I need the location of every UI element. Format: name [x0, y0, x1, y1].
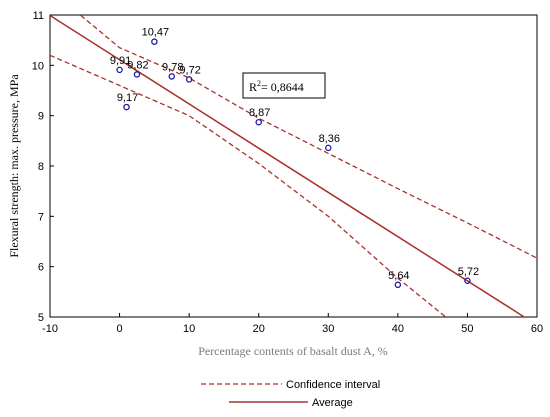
data-point [168, 73, 175, 80]
data-point [325, 144, 332, 152]
data-point [151, 38, 158, 45]
y-tick-label: 10 [32, 60, 44, 72]
data-point-labels: 9,91 9,17 9,82 10,47 9,789,72 8,87 8,36 5,64 5,7… [110, 27, 479, 282]
data-point-label: 5,64 [388, 270, 409, 282]
y-axis-ticks: 5 6 7 8 9 10 11 [32, 10, 54, 324]
y-tick-label: 6 [38, 262, 44, 274]
data-points [116, 38, 471, 289]
y-tick-label: 7 [38, 211, 44, 223]
data-point-label: 9,78 [162, 61, 183, 73]
data-point-label: 10,47 [142, 27, 170, 39]
plot-area [49, 14, 538, 318]
legend-confidence-interval: Confidence interval [286, 379, 380, 391]
y-tick-label: 8 [38, 161, 44, 173]
x-axis-label: Percentage contents of basalt dust A, % [198, 344, 388, 358]
x-tick-label: 10 [183, 323, 195, 335]
x-tick-label: 60 [531, 323, 543, 335]
data-point-label: 8,36 [319, 133, 340, 145]
data-point-label: 9,82 [127, 59, 148, 71]
data-point [123, 103, 130, 111]
data-point [133, 71, 141, 78]
confidence-interval-lower [50, 54, 447, 317]
y-tick-label: 9 [38, 111, 44, 123]
x-tick-label: 0 [117, 323, 123, 335]
y-axis-label: Flexural strength: max. pressure, MPa [7, 74, 21, 258]
data-point [464, 277, 471, 285]
y-tick-label: 11 [33, 10, 44, 22]
data-point-label: 9,91 [110, 55, 131, 67]
data-point-label: 9,17 [117, 92, 138, 104]
regression-line [50, 15, 526, 317]
x-tick-label: 30 [322, 323, 334, 335]
data-point [185, 76, 193, 83]
x-tick-label: 40 [392, 323, 404, 335]
svg-text:R2= 0,8644: R2= 0,8644 [249, 79, 304, 94]
legend: Confidence interval Average [201, 379, 380, 409]
confidence-interval-upper [79, 15, 537, 259]
r2-box: R2= 0,8644 [242, 72, 326, 99]
x-tick-label: 20 [253, 323, 265, 335]
data-point [394, 281, 402, 289]
y-tick-label: 5 [38, 312, 44, 324]
data-point-label: 8,87 [249, 107, 270, 119]
data-point-label: 9,72 [179, 64, 200, 76]
x-tick-label: 50 [461, 323, 473, 335]
data-point [255, 118, 262, 126]
data-point [116, 66, 123, 74]
legend-average: Average [312, 397, 353, 409]
r2-value: = 0,8644 [261, 80, 304, 94]
data-point-label: 5,72 [458, 266, 479, 278]
x-axis-ticks: -10 0 10 20 30 40 50 60 [42, 313, 543, 335]
x-tick-label: -10 [42, 323, 58, 335]
